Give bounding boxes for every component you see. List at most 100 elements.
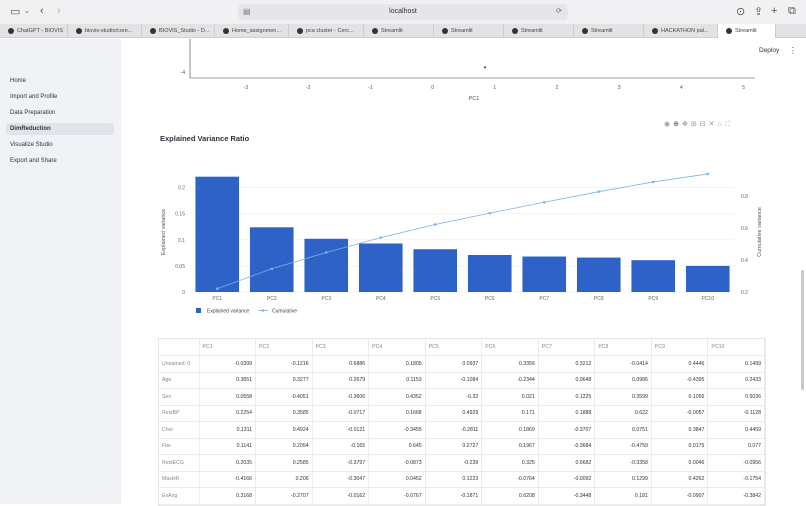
table-cell[interactable]: -0.0956 xyxy=(707,454,765,472)
table-cell[interactable]: -0.1084 xyxy=(425,372,483,389)
browser-tab[interactable]: Streamlit xyxy=(718,24,776,38)
table-cell[interactable]: 0.0751 xyxy=(594,421,652,439)
column-header[interactable]: PC4 xyxy=(368,339,426,356)
table-cell[interactable]: 0.1668 xyxy=(368,405,426,422)
row-header[interactable]: MaxHR xyxy=(159,471,200,488)
table-cell[interactable]: 0.325 xyxy=(481,454,539,472)
table-cell[interactable]: 0.1153 xyxy=(368,372,426,389)
table-cell[interactable]: 0.2433 xyxy=(707,372,765,389)
table-cell[interactable]: -0.1754 xyxy=(707,471,765,488)
table-cell[interactable]: 0.1056 xyxy=(651,388,709,406)
table-cell[interactable]: 0.1311 xyxy=(199,421,257,439)
table-cell[interactable]: -0.0399 xyxy=(199,355,257,373)
table-cell[interactable]: 0.2035 xyxy=(199,454,257,472)
table-cell[interactable]: 0.2679 xyxy=(312,372,370,389)
row-header[interactable]: RestBP xyxy=(159,405,200,422)
column-header[interactable]: PC6 xyxy=(481,339,539,356)
home-icon[interactable]: ⌂ xyxy=(717,121,725,128)
table-cell[interactable]: 0.181 xyxy=(594,487,652,505)
row-header[interactable]: Sex xyxy=(159,388,200,406)
browser-tab[interactable]: Home_assignmen... xyxy=(215,24,289,38)
more-options-icon[interactable]: ⋮ xyxy=(789,46,797,55)
table-cell[interactable]: -0.4166 xyxy=(199,471,257,488)
table-cell[interactable]: 0.0648 xyxy=(538,372,596,389)
zoom-icon[interactable]: ⊕ xyxy=(673,121,682,128)
table-cell[interactable]: 0.4352 xyxy=(368,388,426,406)
translate-reload-icon[interactable]: ⟳ xyxy=(556,8,562,15)
table-cell[interactable]: 0.3277 xyxy=(255,372,313,389)
table-cell[interactable]: 0.021 xyxy=(481,388,539,406)
row-header[interactable]: Age xyxy=(159,372,200,389)
table-cell[interactable]: 0.0558 xyxy=(199,388,257,406)
sidebar-item-export-and-share[interactable]: Export and Share xyxy=(10,158,57,164)
table-cell[interactable]: 0.3651 xyxy=(199,372,257,389)
row-header[interactable]: Unnamed: 0 xyxy=(159,355,200,373)
browser-tab[interactable]: biovis-studio/core... xyxy=(68,24,142,38)
table-cell[interactable]: -0.4395 xyxy=(651,372,709,389)
table-cell[interactable]: 0.1869 xyxy=(481,421,539,439)
table-cell[interactable]: -0.0873 xyxy=(368,454,426,472)
row-header[interactable]: Chol xyxy=(159,421,200,439)
table-cell[interactable]: -0.3448 xyxy=(538,487,596,505)
table-cell[interactable]: -0.3358 xyxy=(594,454,652,472)
table-cell[interactable]: -0.0767 xyxy=(368,487,426,505)
table-cell[interactable]: 0.2254 xyxy=(199,405,257,422)
table-cell[interactable]: -0.2344 xyxy=(481,372,539,389)
table-cell[interactable]: 0.1141 xyxy=(199,438,257,455)
column-header[interactable]: PC5 xyxy=(425,339,483,356)
column-header[interactable]: PC7 xyxy=(538,339,596,356)
table-cell[interactable]: -0.0121 xyxy=(312,421,370,439)
table-cell[interactable]: 0.622 xyxy=(594,405,652,422)
table-cell[interactable]: 0.1888 xyxy=(538,405,596,422)
column-header[interactable] xyxy=(159,339,200,356)
table-cell[interactable]: -0.0764 xyxy=(481,471,539,488)
sidebar-item-home[interactable]: Home xyxy=(10,78,27,84)
tab-overview-icon[interactable]: ⧉ xyxy=(788,5,796,17)
table-cell[interactable]: 0.5036 xyxy=(707,388,765,406)
table-cell[interactable]: -0.4051 xyxy=(255,388,313,406)
share-icon[interactable]: ⇪ xyxy=(754,6,764,18)
sidebar-item-dimreduction[interactable]: DimReduction xyxy=(6,123,114,135)
table-cell[interactable]: 0.077 xyxy=(707,438,765,455)
forward-icon[interactable]: › xyxy=(57,5,61,17)
table-cell[interactable]: 0.4929 xyxy=(425,405,483,422)
table-cell[interactable]: 0.1223 xyxy=(425,471,483,488)
table-cell[interactable]: -0.3047 xyxy=(312,471,370,488)
table-cell[interactable]: 0.4446 xyxy=(651,355,709,373)
loadings-table[interactable]: PC1 PC2 PC3 PC4 PC5 PC6 PC7 PC8 PC9 PC10 Unnamed: … xyxy=(158,338,766,506)
browser-tab[interactable]: Streamlit xyxy=(364,24,434,38)
table-cell[interactable]: 0.3212 xyxy=(538,355,596,373)
table-cell[interactable]: 0.4459 xyxy=(707,421,765,439)
table-cell[interactable]: -0.3842 xyxy=(707,487,765,505)
table-cell[interactable]: 0.6682 xyxy=(538,454,596,472)
browser-tab[interactable]: Streamlit xyxy=(434,24,504,38)
table-cell[interactable]: 0.3356 xyxy=(481,355,539,373)
table-cell[interactable]: 0.0452 xyxy=(368,471,426,488)
table-cell[interactable]: 0.4924 xyxy=(255,421,313,439)
table-cell[interactable]: -0.3707 xyxy=(538,421,596,439)
table-cell[interactable]: -0.0057 xyxy=(651,405,709,422)
table-cell[interactable]: -0.3455 xyxy=(368,421,426,439)
table-cell[interactable]: 0.6886 xyxy=(312,355,370,373)
table-cell[interactable]: 0.4262 xyxy=(651,471,709,488)
column-header[interactable]: PC9 xyxy=(651,339,709,356)
table-cell[interactable]: 0.2585 xyxy=(255,454,313,472)
pan-icon[interactable]: ✥ xyxy=(681,121,691,128)
column-header[interactable]: PC8 xyxy=(594,339,652,356)
camera-icon[interactable]: ◉ xyxy=(664,121,674,128)
chevron-down-icon[interactable]: ⌄ xyxy=(24,8,30,15)
deploy-button[interactable]: Deploy xyxy=(759,47,780,54)
sidebar-item-visualize-studio[interactable]: Visualize Studio xyxy=(10,142,53,148)
table-cell[interactable]: 0.0046 xyxy=(651,454,709,472)
download-icon[interactable]: ⊙ xyxy=(736,6,746,18)
browser-tab[interactable]: Streamlit xyxy=(574,24,644,38)
table-cell[interactable]: 0.0175 xyxy=(651,438,709,455)
table-cell[interactable]: 0.0937 xyxy=(425,355,483,373)
column-header[interactable]: PC10 xyxy=(707,339,765,356)
table-cell[interactable]: -0.0162 xyxy=(312,487,370,505)
new-tab-icon[interactable]: + xyxy=(771,5,778,17)
table-cell[interactable]: -0.0414 xyxy=(594,355,652,373)
table-cell[interactable]: -0.239 xyxy=(425,454,483,472)
table-cell[interactable]: -0.2707 xyxy=(255,487,313,505)
zoom-in-icon[interactable]: ⊞ xyxy=(690,121,700,128)
